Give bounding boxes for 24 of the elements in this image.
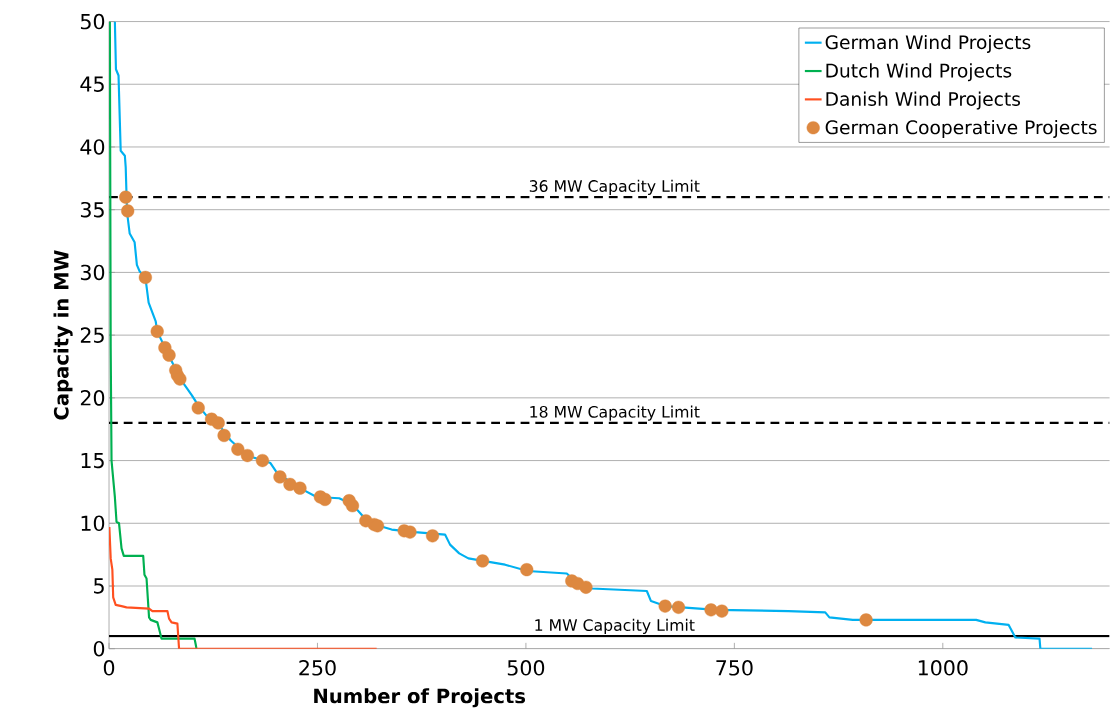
y-tick-label: 15: [81, 452, 104, 469]
ref-line-label: 1 MW Capacity Limit: [535, 618, 695, 634]
y-tick-label: 50: [80, 13, 105, 30]
ref-line-label: 18 MW Capacity Limit: [530, 405, 700, 421]
y-tick-label: 25: [80, 327, 104, 343]
x-tick-label: 250: [299, 659, 336, 676]
y-tick-label: 0: [93, 640, 105, 657]
y-tick-label: 20: [80, 389, 105, 406]
y-tick-label: 5: [94, 578, 104, 594]
y-tick-label: 10: [81, 515, 105, 531]
x-tick-label: 1000: [918, 659, 968, 676]
x-tick-label: 500: [507, 659, 545, 676]
y-tick-label: 45: [80, 76, 104, 92]
x-axis-title: Number of Projects: [314, 688, 526, 708]
ref-line-label: 36 MW Capacity Limit: [529, 179, 700, 195]
y-tick-label: 30: [80, 264, 105, 281]
y-tick-label: 35: [80, 201, 104, 218]
y-tick-label: 40: [80, 139, 105, 155]
x-tick-label: 750: [716, 659, 753, 676]
legend-label: German Cooperative Projects: [825, 119, 1097, 138]
y-axis-title: Capacity in MW: [53, 250, 73, 420]
legend-label: Dutch Wind Projects: [826, 63, 1012, 82]
legend-label: German Wind Projects: [825, 34, 1031, 53]
legend-label: Danish Wind Projects: [826, 91, 1021, 110]
